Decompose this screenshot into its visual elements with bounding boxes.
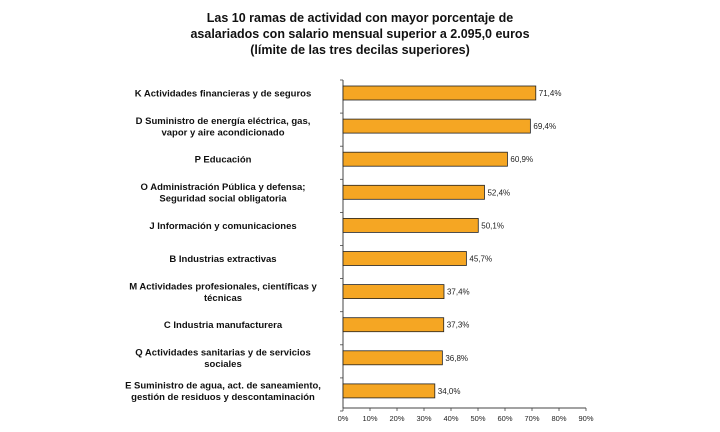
- category-label-line: técnicas: [204, 293, 242, 304]
- category-label-line: Q Actividades sanitarias y de servicios: [135, 348, 311, 359]
- category-label-line: vapor y aire acondicionado: [161, 127, 284, 138]
- category-label: B Industrias extractivas: [169, 254, 276, 265]
- category-label-line: D Suministro de energía eléctrica, gas,: [136, 116, 311, 127]
- bar: [342, 350, 443, 366]
- x-tick-label: 80%: [551, 414, 566, 423]
- bar: [342, 217, 479, 233]
- bar-value-label: 37,3%: [447, 321, 470, 330]
- x-tick-label: 0%: [338, 414, 349, 423]
- category-label: K Actividades financieras y de seguros: [135, 89, 312, 100]
- bar-value-label: 52,4%: [487, 188, 510, 197]
- bar: [342, 151, 508, 167]
- category-label: J Información y comunicaciones: [149, 221, 296, 232]
- bar-value-label: 69,4%: [533, 122, 556, 131]
- chart-title-line-3: (límite de las tres decilas superiores): [250, 43, 470, 57]
- bar-value-label: 45,7%: [469, 255, 492, 264]
- x-tick-label: 70%: [524, 414, 539, 423]
- category-label: Q Actividades sanitarias y de servicios s…: [135, 348, 311, 371]
- bar-value-label: 60,9%: [510, 155, 533, 164]
- x-tick-label: 20%: [389, 414, 404, 423]
- bar-value-label: 50,1%: [481, 221, 504, 230]
- category-label-line: sociales: [204, 359, 242, 370]
- chart-title-line-1: Las 10 ramas de actividad con mayor porc…: [206, 11, 514, 25]
- bar: [342, 184, 485, 200]
- category-label-line: B Industrias extractivas: [169, 254, 276, 265]
- bar: [342, 383, 436, 399]
- bar-value-label: 34,0%: [438, 387, 461, 396]
- category-label-line: C Industria manufacturera: [164, 320, 283, 331]
- x-tick-label: 60%: [497, 414, 512, 423]
- chart-title-line-2: asalariados con salario mensual superior…: [190, 27, 530, 41]
- x-tick-label: 30%: [416, 414, 431, 423]
- category-label-line: M Actividades profesionales, científicas…: [129, 281, 317, 292]
- bar: [342, 85, 537, 101]
- category-label-line: gestión de residuos y descontaminación: [131, 392, 315, 403]
- x-tick-label: 10%: [362, 414, 377, 423]
- x-tick-label: 40%: [443, 414, 458, 423]
- bar: [342, 317, 445, 333]
- category-label: M Actividades profesionales, científicas…: [129, 281, 317, 304]
- category-label-line: K Actividades financieras y de seguros: [135, 89, 312, 100]
- category-label: D Suministro de energía eléctrica, gas, v…: [136, 116, 311, 139]
- category-label: E Suministro de agua, act. de saneamient…: [125, 381, 321, 404]
- bar: [342, 284, 445, 300]
- category-label-line: Seguridad social obligatoria: [159, 194, 287, 205]
- bar: [342, 118, 531, 134]
- x-tick-label: 90%: [578, 414, 593, 423]
- bar-value-label: 71,4%: [539, 89, 562, 98]
- chart-title: Las 10 ramas de actividad con mayor porc…: [0, 10, 720, 58]
- category-label: O Administración Pública y defensa; Segur…: [141, 182, 306, 205]
- bar-value-label: 36,8%: [445, 354, 468, 363]
- x-tick-label: 50%: [470, 414, 485, 423]
- category-label-line: J Información y comunicaciones: [149, 221, 296, 232]
- category-label-line: O Administración Pública y defensa;: [141, 182, 306, 193]
- category-label: C Industria manufacturera: [164, 320, 283, 331]
- category-label: P Educación: [195, 155, 252, 166]
- category-label-line: P Educación: [195, 155, 252, 166]
- category-label-line: E Suministro de agua, act. de saneamient…: [125, 381, 321, 392]
- bar-value-label: 37,4%: [447, 288, 470, 297]
- bar: [342, 251, 467, 266]
